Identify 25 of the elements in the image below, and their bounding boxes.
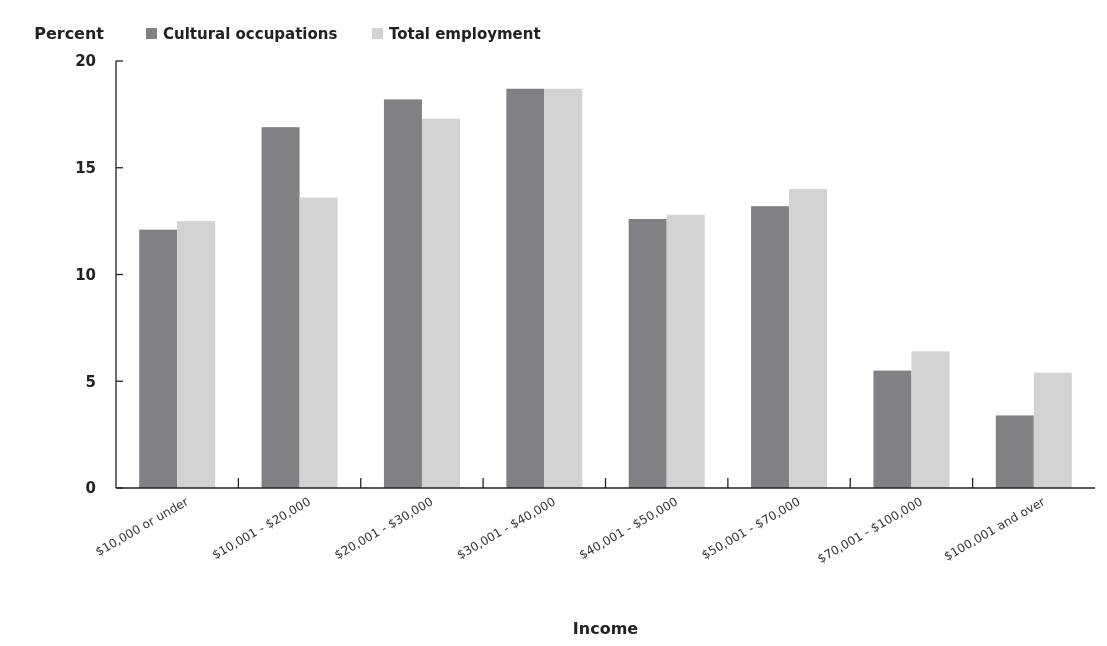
bar [789,189,828,488]
bar [421,118,460,488]
y-tick-label: 20 [75,52,96,71]
bar [911,351,950,488]
y-axis-title: Percent [34,24,105,43]
bar [873,370,912,488]
bar [139,229,178,488]
bar [666,214,705,488]
bar [628,218,667,488]
bar [1033,372,1072,488]
bar [177,221,216,488]
bar [299,197,338,488]
y-tick-label: 10 [75,265,96,284]
bar [751,206,790,488]
bar [995,415,1034,488]
legend-label: Total employment [389,25,541,43]
bar [261,127,300,488]
bar [383,99,422,488]
legend-label: Cultural occupations [163,25,338,43]
y-tick-label: 0 [85,479,96,498]
x-axis-title: Income [572,619,639,638]
bar [544,88,583,488]
bar [506,88,545,488]
y-tick-label: 15 [75,159,96,177]
y-tick-label: 5 [85,372,96,391]
